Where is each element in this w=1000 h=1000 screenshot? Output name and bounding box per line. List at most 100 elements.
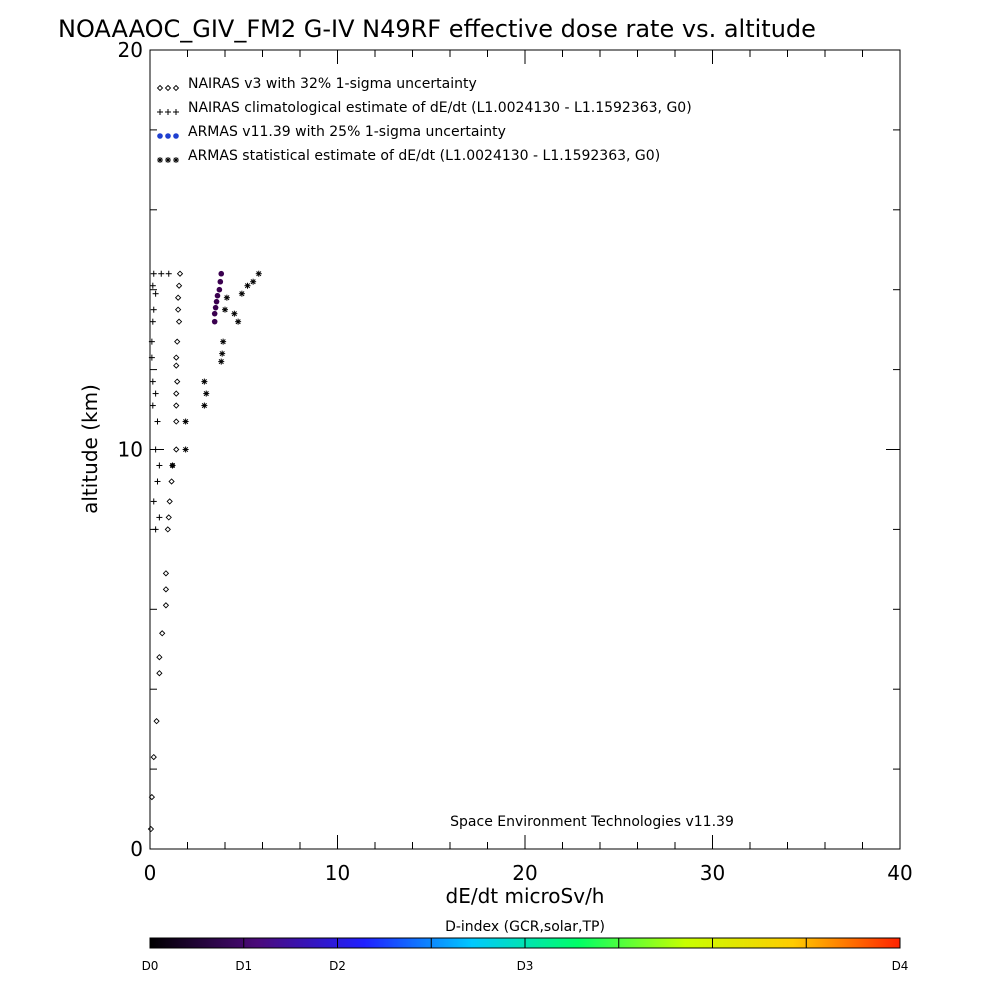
x-axis-label: dE/dt microSv/h <box>446 884 605 908</box>
plus-marker <box>152 290 159 297</box>
diamond-marker <box>176 270 184 277</box>
legend-item: ARMAS v11.39 with 25% 1-sigma uncertaint… <box>157 124 506 140</box>
axis-ticks <box>149 49 901 850</box>
chart-title: NOAAAOC_GIV_FM2 G-IV N49RF effective dos… <box>58 15 816 43</box>
asterisk-marker <box>169 462 176 469</box>
x-tick-label: 30 <box>700 861 725 885</box>
asterisk-marker <box>255 270 262 277</box>
plus-marker <box>152 446 159 453</box>
plot-frame <box>149 49 901 850</box>
plus-marker <box>165 270 172 277</box>
diamond-marker <box>173 390 180 397</box>
diamond-marker <box>150 753 157 761</box>
diamond-marker <box>147 825 155 833</box>
asterisk-marker <box>244 282 251 289</box>
diamond-marker <box>173 362 180 369</box>
asterisk-marker <box>173 157 179 163</box>
dot-series <box>211 270 225 325</box>
asterisk-marker <box>201 378 208 385</box>
diamond-marker <box>173 446 180 453</box>
colorbar-title: D-index (GCR,solar,TP) <box>445 919 605 935</box>
diamond-marker <box>173 354 180 361</box>
y-tick-label: 0 <box>130 837 143 861</box>
y-tick-label: 20 <box>118 38 143 62</box>
asterisk-marker <box>220 338 227 345</box>
plus-marker <box>150 270 157 277</box>
plus-marker <box>165 109 171 115</box>
tick-labels: 0 10 20 30 40 0 10 20 <box>118 38 913 885</box>
diamond-marker <box>175 282 183 289</box>
x-tick-label: 10 <box>325 861 350 885</box>
diamond-marker <box>162 570 170 577</box>
colorbar-tick-label: D3 <box>517 959 534 973</box>
dot-marker <box>165 133 171 139</box>
diamond-marker <box>156 654 163 661</box>
plus-marker <box>150 306 157 313</box>
diamond-marker <box>148 793 156 801</box>
diamond-marker <box>174 378 181 385</box>
asterisk-marker <box>222 306 228 313</box>
dot-marker <box>173 133 179 139</box>
dot-marker <box>217 278 224 285</box>
colorbar-tick-label: D2 <box>329 959 346 973</box>
dot-marker <box>213 298 220 305</box>
x-tick-label: 40 <box>887 861 912 885</box>
diamond-marker <box>164 84 172 92</box>
diamond-marker <box>172 84 180 92</box>
dot-marker <box>157 133 163 139</box>
colorbar-tick-label: D0 <box>142 959 159 973</box>
diamond-marker <box>173 402 180 409</box>
plus-marker <box>154 478 161 485</box>
asterisk-marker <box>165 157 171 163</box>
asterisk-marker <box>231 310 238 317</box>
plus-marker <box>149 378 156 385</box>
diamond-series <box>147 270 184 833</box>
asterisk-marker <box>182 446 189 453</box>
asterisk-marker <box>250 278 257 285</box>
plus-marker <box>173 109 179 115</box>
diamond-marker <box>165 514 172 521</box>
diamond-marker <box>153 718 160 725</box>
diamond-marker <box>174 306 182 313</box>
diamond-marker <box>166 498 173 505</box>
plus-marker <box>154 418 161 425</box>
plus-marker <box>156 462 163 469</box>
asterisk-marker <box>182 418 189 425</box>
asterisk-marker <box>203 390 210 397</box>
asterisk-series <box>169 270 262 469</box>
dot-marker <box>211 318 218 325</box>
colorbar-tick-label: D1 <box>235 959 252 973</box>
plus-marker <box>158 270 165 277</box>
legend-label: NAIRAS v3 with 32% 1-sigma uncertainty <box>188 76 477 92</box>
plus-series <box>148 270 172 533</box>
diamond-marker <box>174 294 182 301</box>
y-axis-label: altitude (km) <box>78 384 102 514</box>
legend-item: ARMAS statistical estimate of dE/dt (L1.… <box>157 148 660 164</box>
diamond-marker <box>175 318 183 325</box>
dot-marker <box>214 292 221 299</box>
asterisk-marker <box>235 318 242 325</box>
dot-marker <box>212 304 219 311</box>
diamond-marker <box>156 670 163 677</box>
diamond-marker <box>168 478 175 485</box>
asterisk-marker <box>218 358 225 365</box>
plus-marker <box>157 109 163 115</box>
colorbar-ticks: D0 D1 D2 D3 D4 <box>142 938 908 973</box>
plus-marker <box>152 526 159 533</box>
plus-marker <box>149 318 156 325</box>
plus-marker <box>152 390 159 397</box>
legend-label: ARMAS statistical estimate of dE/dt (L1.… <box>188 148 660 164</box>
diamond-marker <box>156 84 164 92</box>
asterisk-marker <box>223 294 230 301</box>
diamond-marker <box>164 526 171 533</box>
diamond-marker <box>174 338 181 345</box>
legend: NAIRAS v3 with 32% 1-sigma uncertainty NA… <box>156 76 692 164</box>
diamond-marker <box>162 586 170 593</box>
legend-label: ARMAS v11.39 with 25% 1-sigma uncertaint… <box>188 124 506 140</box>
y-tick-label: 10 <box>118 438 143 462</box>
dot-marker <box>216 286 223 293</box>
asterisk-marker <box>157 157 163 163</box>
plus-marker <box>149 282 156 289</box>
asterisk-marker <box>219 350 226 357</box>
plus-marker <box>148 338 155 345</box>
